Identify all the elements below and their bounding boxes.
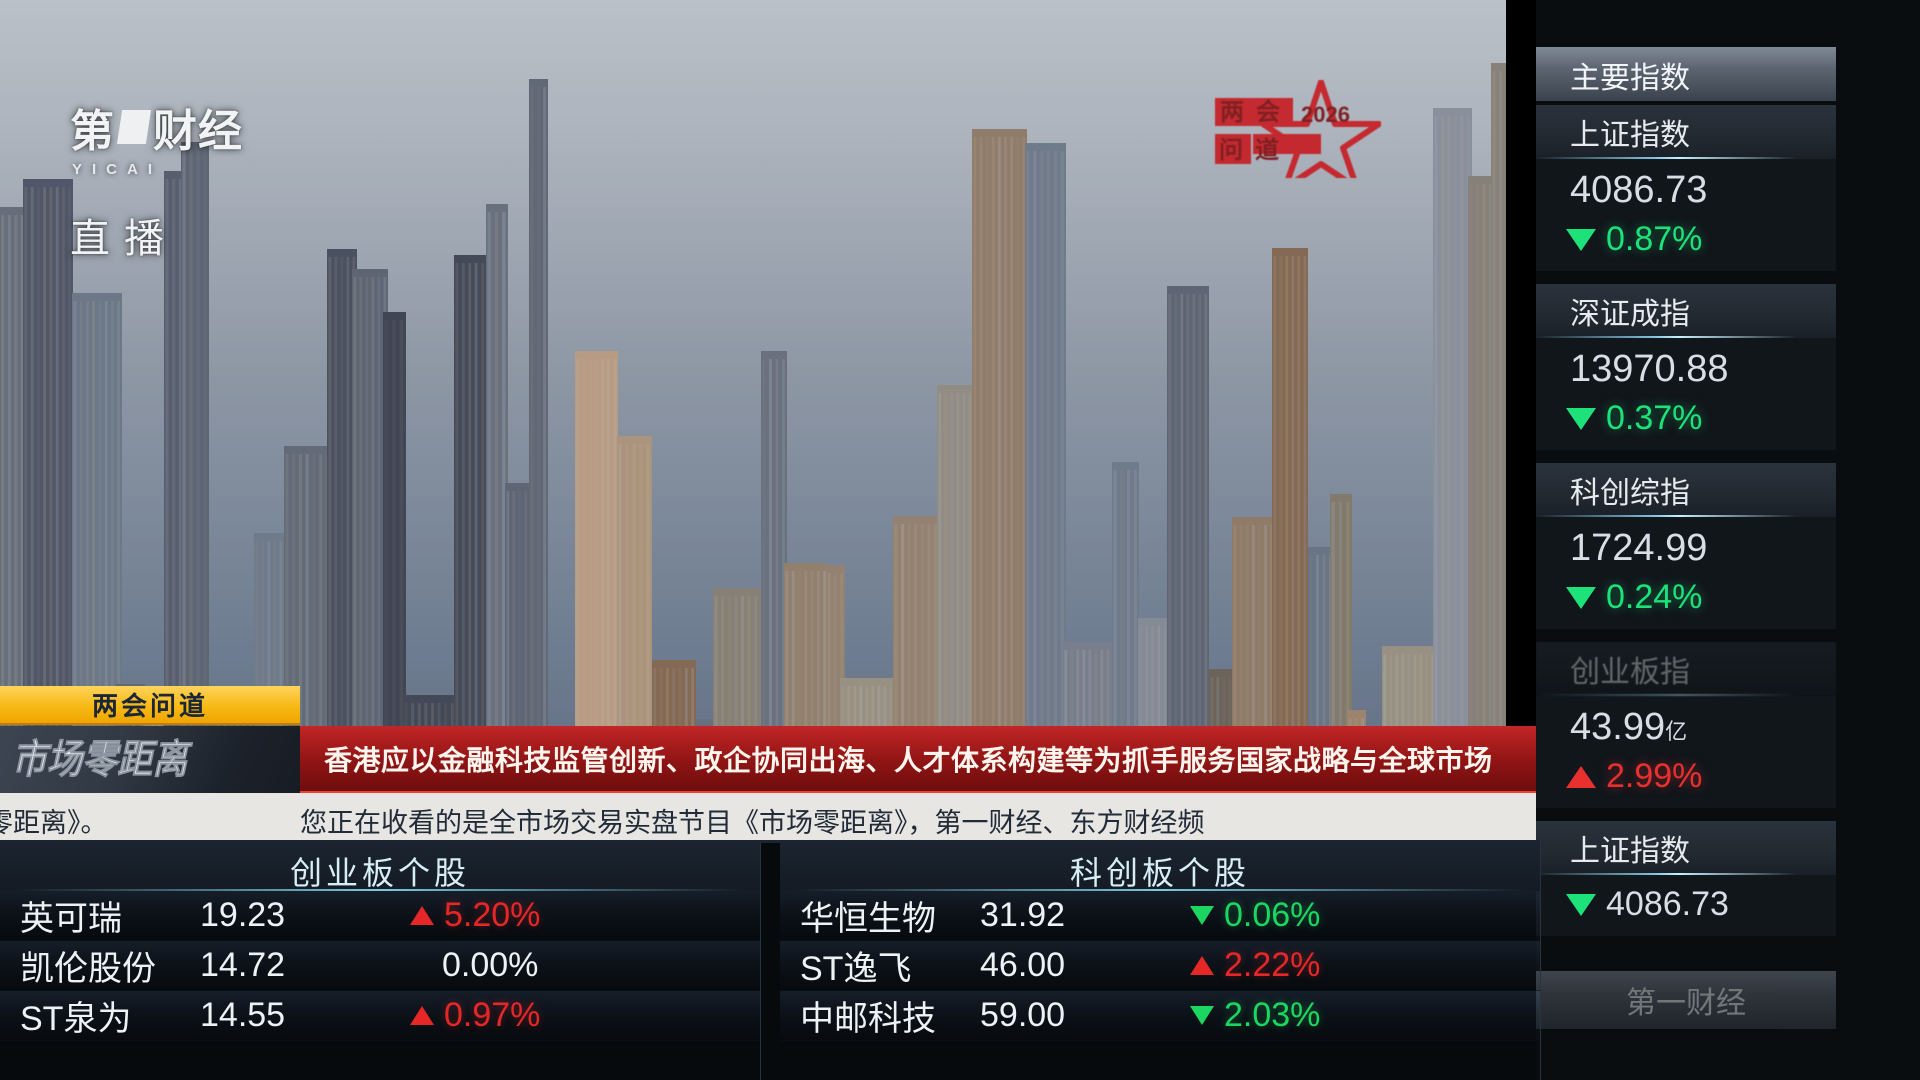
svg-text:会: 会 xyxy=(1256,98,1280,126)
svg-text:两: 两 xyxy=(1220,99,1244,126)
svg-text:市场零距离: 市场零距离 xyxy=(12,736,194,781)
svg-text:道: 道 xyxy=(1255,136,1279,164)
svg-text:问: 问 xyxy=(1219,137,1243,164)
svg-text:2026: 2026 xyxy=(1301,102,1350,127)
